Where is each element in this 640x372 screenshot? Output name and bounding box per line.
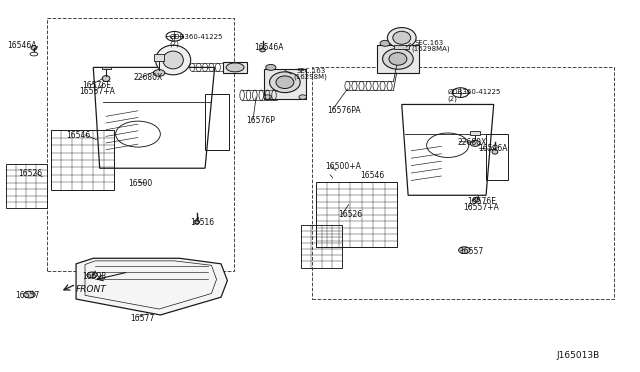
Text: 16546: 16546 [360,171,385,180]
Text: FRONT: FRONT [76,285,107,294]
Ellipse shape [380,40,390,46]
Text: SEC.163: SEC.163 [296,68,326,74]
Polygon shape [154,54,164,61]
Text: ØDB360-41225
(2): ØDB360-41225 (2) [448,89,501,102]
Ellipse shape [266,64,276,70]
Text: 16500: 16500 [129,179,153,187]
Ellipse shape [31,45,36,50]
Text: J165013B: J165013B [556,351,600,360]
Text: 16557: 16557 [460,247,483,256]
Text: 16557+A: 16557+A [79,87,115,96]
Text: 16598: 16598 [83,272,107,281]
Polygon shape [223,62,246,73]
Ellipse shape [389,52,407,65]
Ellipse shape [276,76,294,89]
Ellipse shape [260,48,266,52]
Text: 22680X: 22680X [458,138,487,147]
Circle shape [264,95,271,99]
Text: 16577: 16577 [131,314,155,323]
Ellipse shape [269,72,300,93]
Text: 16576E: 16576E [83,81,111,90]
Text: (16298MA): (16298MA) [412,45,450,52]
Text: 16526: 16526 [19,169,43,178]
Text: 16546A: 16546A [7,41,36,51]
Ellipse shape [102,76,110,81]
Ellipse shape [493,145,497,148]
Ellipse shape [492,150,498,154]
Circle shape [87,272,97,278]
Ellipse shape [194,220,200,224]
Text: (16298M): (16298M) [293,73,327,80]
Text: 16576E: 16576E [467,198,496,206]
Text: 16546: 16546 [67,131,91,141]
Ellipse shape [383,48,413,69]
Ellipse shape [154,70,165,76]
Polygon shape [470,131,480,135]
Text: 16526: 16526 [338,211,362,219]
Ellipse shape [163,51,183,69]
Text: 16576PA: 16576PA [328,106,362,115]
Text: 16546A: 16546A [254,42,284,51]
Polygon shape [394,45,410,49]
Ellipse shape [387,28,416,48]
Ellipse shape [30,52,38,56]
Polygon shape [264,69,306,99]
Circle shape [459,247,470,253]
Text: 16546A: 16546A [478,144,508,153]
Text: 16516: 16516 [190,218,214,227]
Ellipse shape [226,63,244,72]
Polygon shape [102,67,111,69]
Circle shape [299,95,307,99]
Polygon shape [378,45,419,73]
Text: SEC.163: SEC.163 [415,40,444,46]
Text: 16576P: 16576P [246,116,275,125]
Circle shape [24,291,35,298]
Ellipse shape [156,45,191,75]
Text: 16500+A: 16500+A [325,162,361,171]
Ellipse shape [393,31,411,44]
Text: 16557+A: 16557+A [464,203,500,212]
Text: 16557: 16557 [15,291,39,300]
Text: 22680X: 22680X [134,73,163,82]
Text: ØDB360-41225
(2): ØDB360-41225 (2) [170,33,223,47]
Polygon shape [76,258,227,315]
Ellipse shape [473,197,479,202]
Ellipse shape [470,140,480,146]
